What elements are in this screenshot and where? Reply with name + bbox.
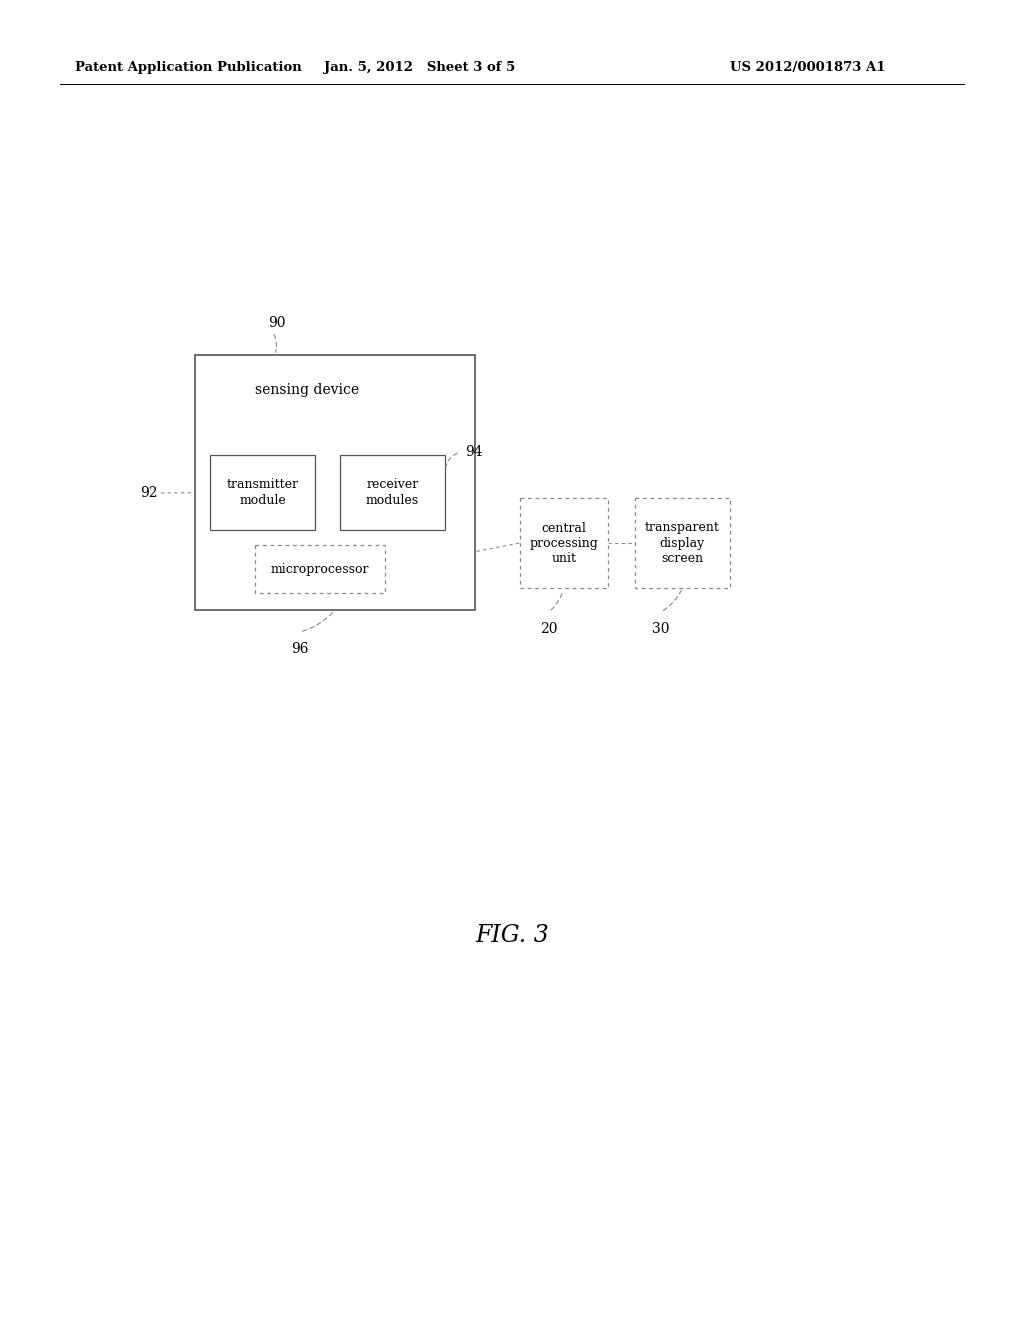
Text: 92: 92 — [140, 486, 158, 500]
Bar — [340, 455, 445, 531]
Text: 20: 20 — [541, 622, 558, 636]
Bar — [635, 498, 730, 587]
Text: Jan. 5, 2012   Sheet 3 of 5: Jan. 5, 2012 Sheet 3 of 5 — [325, 62, 516, 74]
Bar — [195, 355, 475, 610]
Text: 90: 90 — [268, 315, 286, 330]
Text: US 2012/0001873 A1: US 2012/0001873 A1 — [730, 62, 886, 74]
Bar — [520, 498, 608, 587]
Text: transmitter
module: transmitter module — [226, 479, 299, 507]
Text: sensing device: sensing device — [255, 383, 359, 397]
Text: microprocessor: microprocessor — [270, 562, 370, 576]
Bar — [210, 455, 315, 531]
Text: Patent Application Publication: Patent Application Publication — [75, 62, 302, 74]
Text: transparent
display
screen: transparent display screen — [645, 521, 720, 565]
Text: FIG. 3: FIG. 3 — [475, 924, 549, 946]
Text: central
processing
unit: central processing unit — [529, 521, 598, 565]
Text: 30: 30 — [652, 622, 670, 636]
Text: 94: 94 — [465, 445, 482, 459]
Text: 96: 96 — [291, 642, 309, 656]
Text: receiver
modules: receiver modules — [366, 479, 419, 507]
Bar — [255, 545, 385, 593]
